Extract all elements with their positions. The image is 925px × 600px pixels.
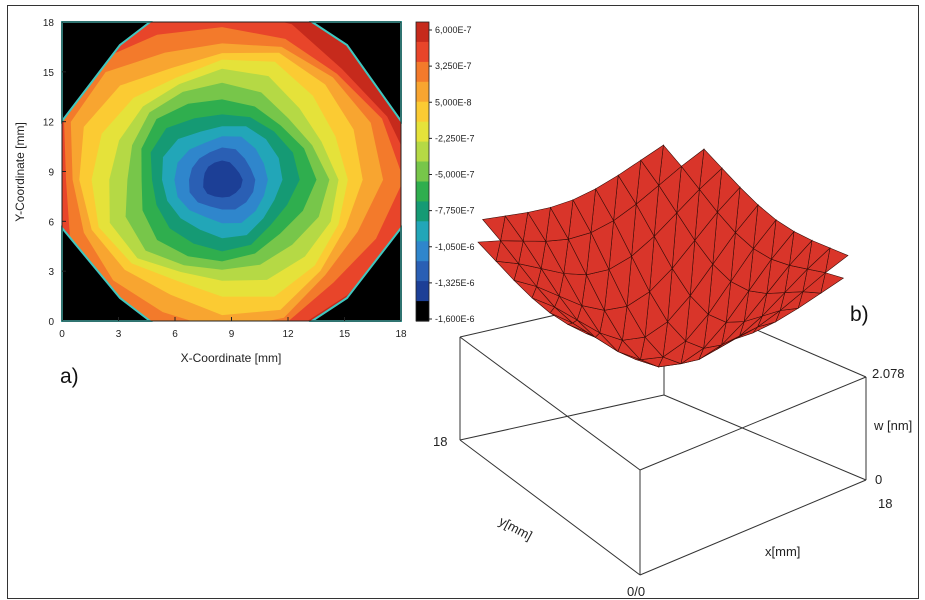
colorbar-swatch xyxy=(416,101,429,123)
colorbar-swatch xyxy=(416,161,429,182)
colorbar-swatch xyxy=(416,181,429,202)
surface-facet xyxy=(549,199,574,241)
colorbar-tick-label: -1,050E-6 xyxy=(435,242,475,252)
colorbar-swatch xyxy=(416,61,429,83)
surface-facet xyxy=(680,148,705,191)
contour-bands xyxy=(62,22,401,321)
z-min-label: 0 xyxy=(875,472,882,487)
y-tick-label: 18 xyxy=(43,18,55,29)
colorbar-tick-label: -1,325E-6 xyxy=(435,278,475,288)
y-axis-label-3d: y[mm] xyxy=(497,513,535,543)
z-axis-label: w [nm] xyxy=(873,418,912,433)
surface-plot: 18 y[mm] x[mm] 0/0 18 2.078 0 w [nm] xyxy=(433,144,912,599)
surface-facet xyxy=(640,144,664,187)
x-tick-label: 15 xyxy=(339,329,351,340)
box-front-edges xyxy=(459,336,867,576)
colorbar-swatch xyxy=(416,41,429,63)
colorbar-swatch xyxy=(416,301,429,322)
contour-band xyxy=(203,160,243,198)
colorbar-tick-label: 5,000E-8 xyxy=(435,97,472,107)
x-axis-label: X-Coordinate [mm] xyxy=(181,351,282,365)
y-axis-ticks: 0 3 6 9 12 15 18 xyxy=(43,18,66,328)
x-tick-label: 6 xyxy=(172,329,178,340)
colorbar-tick-label: -1,600E-6 xyxy=(435,314,475,324)
colorbar-ticks: 6,000E-7 3,250E-7 5,000E-8 -2,250E-7 -5,000E… xyxy=(429,25,475,324)
x-axis-label-3d: x[mm] xyxy=(765,544,800,559)
x-tick-label: 3 xyxy=(116,329,122,340)
surface-facet xyxy=(617,159,642,205)
y-tick-label: 15 xyxy=(43,68,55,79)
surface-facet xyxy=(572,188,596,234)
y-tick-label: 9 xyxy=(48,168,54,179)
origin-label: 0/0 xyxy=(627,584,645,599)
colorbar-tick-label: 6,000E-7 xyxy=(435,25,472,35)
surface-facet xyxy=(527,207,551,243)
z-max-label: 2.078 xyxy=(872,366,905,381)
colorbar-swatch xyxy=(416,141,429,163)
figure-frame xyxy=(7,5,919,599)
colorbar-border xyxy=(415,21,430,322)
colorbar-swatch xyxy=(416,81,429,103)
surface-facet xyxy=(595,174,619,222)
colorbar: 6,000E-7 3,250E-7 5,000E-8 -2,250E-7 -5,000E… xyxy=(415,21,475,324)
y-tick-label: 6 xyxy=(48,217,54,228)
y-tick-label: 3 xyxy=(48,267,54,278)
x-tick-label: 0 xyxy=(59,329,65,340)
x-max-label: 18 xyxy=(878,496,892,511)
y-tick-label: 12 xyxy=(43,118,55,129)
colorbar-tick-label: -2,250E-7 xyxy=(435,133,475,143)
colorbar-swatch xyxy=(416,241,429,262)
surface-facet xyxy=(477,240,501,262)
colorbar-swatch xyxy=(416,221,429,242)
surface-mesh xyxy=(477,144,849,368)
colorbar-tick-label: 3,250E-7 xyxy=(435,61,472,71)
colorbar-swatch xyxy=(416,121,429,143)
colorbar-tick-label: -7,750E-7 xyxy=(435,206,475,216)
colorbar-swatch xyxy=(416,281,429,302)
colorbar-swatches xyxy=(415,21,430,322)
colorbar-swatch xyxy=(416,201,429,222)
y-max-label: 18 xyxy=(433,434,447,449)
colorbar-swatch xyxy=(416,261,429,282)
panel-label-b: b) xyxy=(850,303,869,326)
y-axis-label: Y-Coordinate [mm] xyxy=(13,122,27,222)
x-tick-label: 12 xyxy=(282,329,294,340)
colorbar-tick-label: -5,000E-7 xyxy=(435,170,475,180)
surface-facet xyxy=(504,212,529,242)
surface-facet xyxy=(482,215,506,242)
colorbar-swatch xyxy=(416,22,429,43)
x-axis-ticks: 0 3 6 9 12 15 18 xyxy=(59,317,407,340)
x-tick-label: 18 xyxy=(395,329,407,340)
panel-label-a: a) xyxy=(60,365,79,388)
x-tick-label: 9 xyxy=(229,329,235,340)
y-tick-label: 0 xyxy=(48,317,54,328)
